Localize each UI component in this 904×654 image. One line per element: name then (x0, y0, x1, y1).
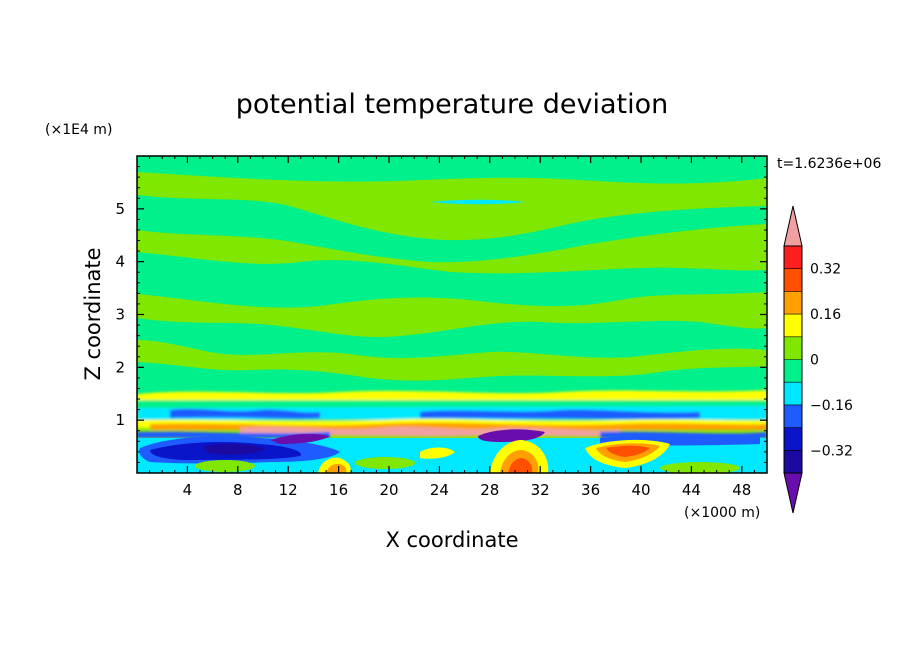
colorbar-swatch (784, 359, 802, 383)
y-tick-label: 1 (115, 411, 125, 429)
chart-title: potential temperature deviation (236, 89, 668, 120)
colorbar-swatch (784, 314, 802, 337)
colorbar-swatch (784, 382, 802, 405)
contour-region (137, 390, 767, 402)
contour-region (137, 195, 767, 263)
contour-region (137, 318, 767, 358)
contour-region (170, 408, 320, 419)
x-tick-label: 12 (279, 481, 298, 499)
x-tick-label: 4 (183, 481, 193, 499)
cold-anomaly (270, 433, 330, 444)
colorbar-tick-label: 0.32 (810, 262, 841, 278)
y-tick-label: 5 (115, 200, 125, 218)
colorbar-swatch (784, 246, 802, 269)
contour-region (660, 462, 740, 473)
contour-region (137, 431, 330, 438)
warm-anomaly (508, 458, 533, 473)
x-tick-label: 28 (480, 481, 499, 499)
x-tick-label: 16 (329, 481, 348, 499)
colorbar-extend-max (783, 205, 803, 247)
contour-region (355, 457, 415, 469)
x-tick-label: 40 (631, 481, 650, 499)
y-unit-label: (×1E4 m) (45, 122, 112, 138)
colorbar-swatch (784, 427, 802, 451)
y-tick-label: 4 (115, 253, 125, 271)
colorbar-swatch (784, 336, 802, 360)
x-unit-label: (×1000 m) (684, 505, 760, 521)
colorbar-tick-label: −0.16 (810, 398, 853, 414)
time-label: t=1.6236e+06 (777, 156, 881, 172)
x-tick-label: 48 (732, 481, 751, 499)
warm-anomaly (420, 447, 455, 459)
y-axis-label: Z coordinate (81, 247, 105, 380)
x-tick-label: 44 (682, 481, 701, 499)
x-tick-label: 36 (581, 481, 600, 499)
cold-anomaly (478, 429, 545, 442)
x-axis-label: X coordinate (385, 528, 518, 552)
colorbar-extend-min (783, 472, 803, 514)
colorbar-swatch (784, 450, 802, 473)
warm-anomaly (326, 463, 347, 473)
colorbar-swatch (784, 291, 802, 315)
warm-anomaly (606, 445, 650, 457)
x-tick-label: 24 (430, 481, 449, 499)
colorbar-swatch (784, 268, 802, 292)
contour-region (137, 252, 767, 308)
contour-region (137, 362, 767, 400)
colorbar-swatch (784, 404, 802, 428)
contour-region (420, 409, 700, 419)
cold-pool-core (203, 443, 265, 455)
contour-region (195, 460, 255, 472)
contour-region (137, 156, 767, 184)
colorbar-tick-label: −0.32 (810, 443, 853, 459)
colorbar-tick-label: 0.16 (810, 307, 841, 323)
x-tick-label: 32 (531, 481, 550, 499)
x-tick-label: 20 (379, 481, 398, 499)
boundary-layer-band (137, 390, 767, 438)
colorbar-tick-label: 0 (810, 353, 819, 369)
y-tick-label: 2 (115, 358, 125, 376)
contour-field (137, 156, 767, 473)
colorbar: −0.32 −0.16 0 0.16 0.32 (783, 205, 853, 514)
x-tick-label: 8 (233, 481, 243, 499)
y-tick-label: 3 (115, 306, 125, 324)
contour-region (430, 199, 525, 205)
